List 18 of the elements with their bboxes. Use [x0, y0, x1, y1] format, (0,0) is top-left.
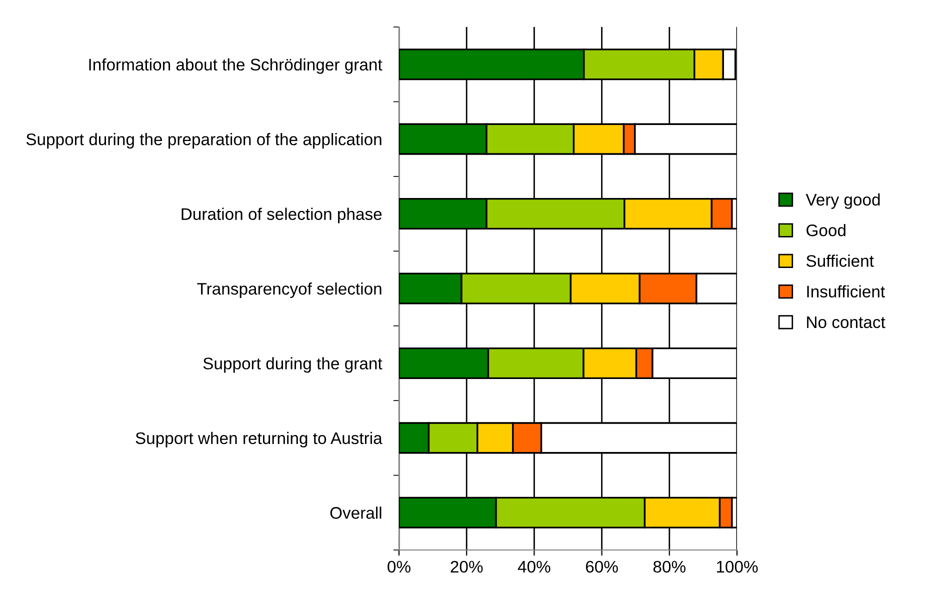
x-tick-label: 0%: [388, 560, 410, 573]
x-tick-label: 60%: [586, 560, 618, 573]
x-tick-label: 100%: [716, 560, 758, 573]
y-tick-label: Support during the preparation of the application: [26, 133, 382, 149]
legend-label: Good: [806, 224, 846, 236]
y-tick-label: Support when returning to Austria: [136, 432, 382, 448]
legend-label: Insufficient: [807, 285, 885, 298]
x-tick-label: 40%: [518, 560, 550, 573]
y-tick-label: Information about the Schrödinger grant: [89, 58, 382, 74]
y-tick-label: Duration of selection phase: [182, 208, 382, 224]
x-tick-label: 20%: [450, 560, 483, 573]
legend-label: Very good: [806, 193, 880, 209]
x-tick-label: 80%: [653, 560, 686, 573]
y-tick-label: Transparencyof selection: [197, 282, 382, 298]
legend-label: No contact: [807, 316, 886, 328]
y-tick-label: Overall: [330, 506, 382, 519]
y-tick-label: Support during the grant: [203, 357, 382, 373]
legend-label: Sufficient: [806, 254, 874, 267]
